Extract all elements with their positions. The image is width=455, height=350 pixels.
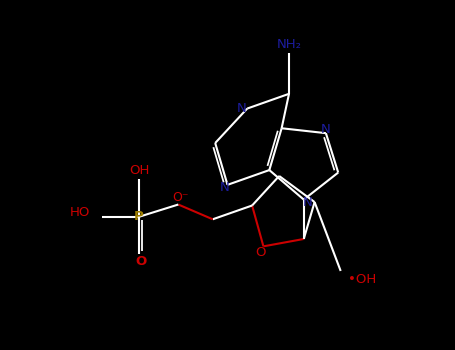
Text: N: N — [303, 196, 313, 209]
Text: O⁻: O⁻ — [172, 191, 189, 204]
Text: N: N — [237, 102, 246, 115]
Text: P: P — [134, 210, 144, 223]
Text: •OH: •OH — [348, 273, 376, 286]
Text: OH: OH — [130, 163, 150, 177]
Text: NH₂: NH₂ — [277, 37, 302, 51]
Text: O: O — [256, 246, 266, 259]
Text: O: O — [136, 254, 147, 268]
Text: N: N — [321, 123, 331, 136]
Text: HO: HO — [69, 206, 90, 219]
Text: N: N — [220, 181, 230, 194]
